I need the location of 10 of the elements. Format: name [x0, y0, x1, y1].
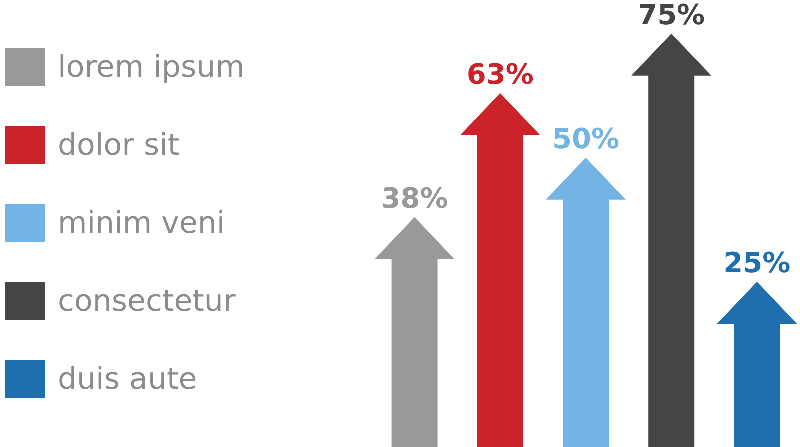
data-label: 75% — [638, 0, 706, 32]
data-label: 38% — [381, 182, 448, 215]
legend-label: duis aute — [58, 362, 198, 397]
legend-label: minim veni — [58, 206, 226, 241]
data-label: 25% — [724, 246, 791, 280]
legend-label: dolor sit — [58, 128, 180, 163]
legend-label: lorem ipsum — [58, 50, 245, 85]
data-label: 63% — [466, 58, 534, 91]
legend-label: consectetur — [58, 284, 236, 319]
data-label: 50% — [552, 122, 620, 156]
